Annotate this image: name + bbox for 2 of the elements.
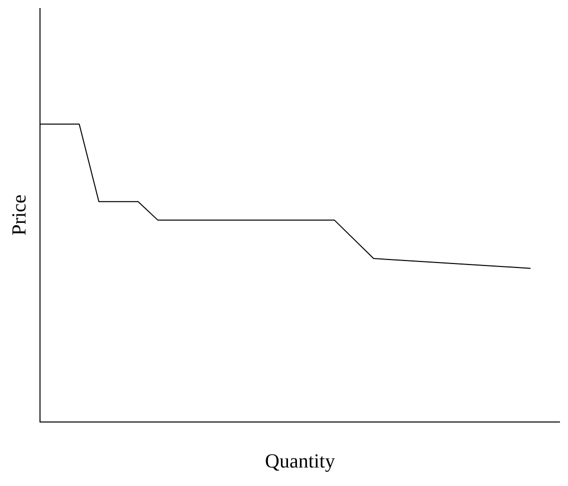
x-axis-title: Quantity [265, 450, 335, 472]
y-axis-title: Price [8, 194, 30, 236]
